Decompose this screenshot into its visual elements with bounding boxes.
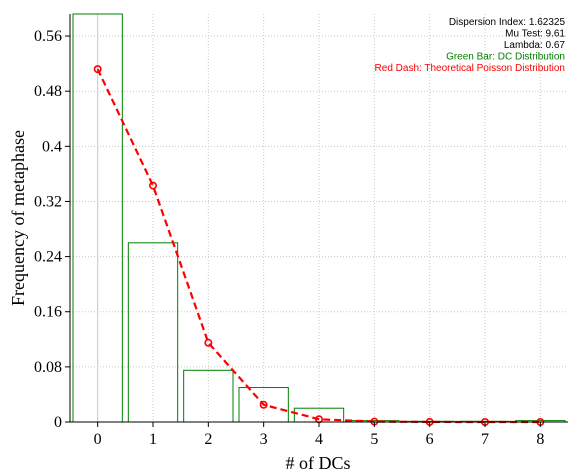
x-tick-label: 0 [94, 431, 102, 448]
legend-annotation: Red Dash: Theoretical Poisson Distributi… [375, 63, 565, 74]
legend-annotation: Lambda: 0.67 [504, 40, 566, 51]
y-tick-label: 0.16 [34, 304, 62, 321]
x-tick-label: 3 [260, 431, 268, 448]
y-tick-label: 0.4 [42, 138, 62, 155]
y-tick-label: 0.56 [34, 28, 62, 45]
y-tick-label: 0 [54, 414, 62, 431]
x-tick-label: 8 [536, 431, 544, 448]
x-tick-label: 4 [315, 431, 323, 448]
dc-bar [183, 369, 234, 423]
x-tick-label: 2 [204, 431, 212, 448]
x-tick-label: 7 [481, 431, 489, 448]
y-axis-title: Frequency of metaphase [8, 130, 28, 306]
legend-annotation: Mu Test: 9.61 [505, 29, 565, 40]
y-tick-label: 0.48 [34, 83, 62, 100]
y-tick-label: 0.24 [34, 249, 62, 266]
grid-layer [70, 14, 568, 422]
poisson-point [204, 338, 213, 347]
legend-annotation: Green Bar: DC Distribution [446, 52, 565, 63]
poisson-point [93, 65, 102, 74]
poisson-point [149, 181, 158, 190]
y-tick-label: 0.32 [34, 193, 62, 210]
y-tick-label: 0.08 [34, 359, 62, 376]
x-tick-label: 1 [149, 431, 157, 448]
axis-layer: 0 1 2 3 4 5 6 7 8 0 0.08 0.16 0.24 0.32 0.4 0.48 0.56 [34, 14, 568, 448]
x-tick-label: 6 [426, 431, 434, 448]
x-tick-label: 5 [370, 431, 378, 448]
x-axis-title: # of DCs [285, 453, 350, 473]
legend-annotation: Dispersion Index: 1.62325 [449, 17, 566, 28]
poisson-point [259, 400, 268, 409]
